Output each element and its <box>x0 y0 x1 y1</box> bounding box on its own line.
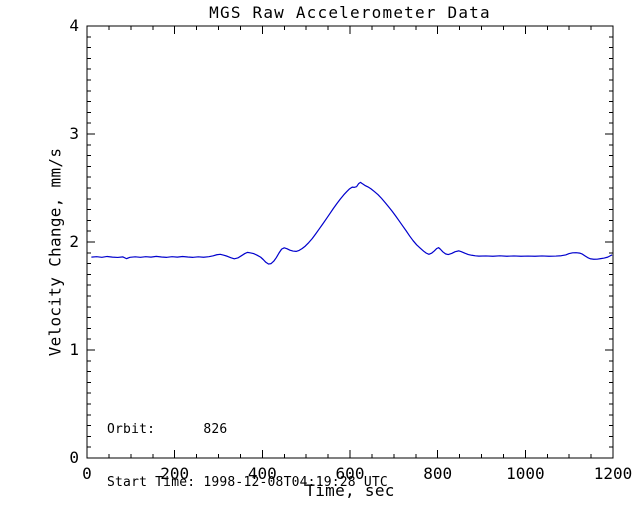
x-tick-label: 1000 <box>506 464 545 483</box>
y-tick-label: 0 <box>69 448 79 467</box>
y-tick-label: 4 <box>69 16 79 35</box>
x-tick-label: 1200 <box>594 464 633 483</box>
data-line-velocity_change <box>91 181 613 265</box>
y-tick-label: 3 <box>69 124 79 143</box>
x-axis-label: Time, sec <box>305 481 395 500</box>
x-tick-label: 200 <box>160 464 189 483</box>
y-tick-label: 2 <box>69 232 79 251</box>
y-tick-label: 1 <box>69 340 79 359</box>
x-tick-label: 800 <box>423 464 452 483</box>
x-tick-label: 400 <box>248 464 277 483</box>
x-tick-label: 600 <box>336 464 365 483</box>
x-tick-label: 0 <box>82 464 92 483</box>
start-time-annotation: Start Time: 1998-12-08T04:19:28 UTC <box>107 474 388 490</box>
orbit-annotation: Orbit: 826 <box>107 422 228 437</box>
annotation-block: Orbit: 826 Start Time: 1998-12-08T04:19:… <box>107 386 388 512</box>
chart-title: MGS Raw Accelerometer Data <box>209 3 491 22</box>
